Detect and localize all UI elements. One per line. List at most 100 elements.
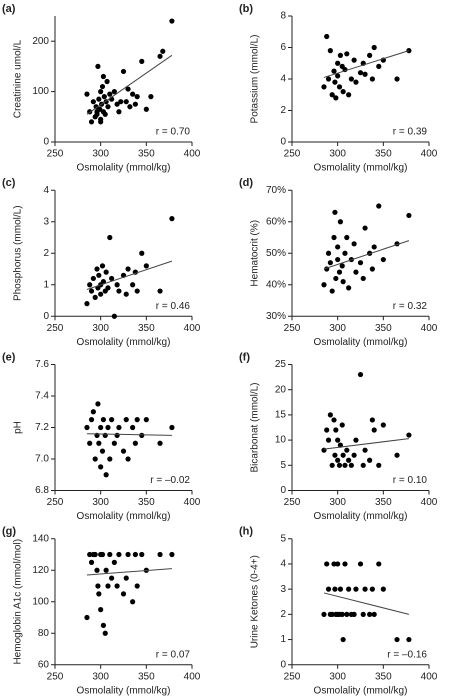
x-tick-label: 350 [375,149,392,160]
point [351,611,357,617]
point [127,104,133,110]
point [360,611,366,617]
point [325,586,332,592]
point [94,567,100,573]
point [327,48,333,54]
point [139,250,145,256]
point [98,607,104,613]
y-tick-label: 5 [280,460,286,471]
point [132,101,138,107]
panel: (h) 0 1 2 3 4 5 250 300 350 400 Osmolality (mmol/kg… [239,526,438,697]
y-tick-label: 4 [43,185,49,196]
x-tick-label: 300 [329,323,346,334]
x-axis-label: Osmolality (mmol/kg) [77,163,171,174]
y-tick-label: 100 [32,596,49,607]
x-tick-label: 400 [184,323,201,334]
point [120,448,127,454]
trend-line [323,438,409,450]
point [351,452,357,458]
point [160,48,166,54]
panel-label: (f) [239,351,250,363]
point [346,586,352,592]
point [344,447,350,453]
point [335,437,341,443]
y-axis-label: Urine Ketones (0-4+) [250,555,261,648]
point [394,452,400,458]
point [337,586,344,592]
point [376,561,382,567]
y-tick-label: 10 [275,435,287,446]
point [394,76,400,82]
x-tick-label: 250 [284,497,301,508]
x-tick-label: 300 [92,149,109,160]
point [380,256,386,263]
point [369,266,375,272]
y-tick-label: 7.0 [35,454,49,465]
point [369,417,375,423]
point [380,422,386,428]
point [169,216,175,222]
annotation: r = –0.02 [150,475,190,486]
point [169,551,175,558]
annotation: r = 0.39 [393,127,428,138]
x-tick-label: 400 [421,671,438,682]
point [340,452,346,458]
point [353,586,359,592]
point [116,109,122,115]
point [344,234,350,241]
point [84,614,90,621]
point [332,79,338,85]
point [132,440,138,446]
y-tick-label: 2 [280,609,286,620]
point [100,279,107,285]
x-axis-label: Osmolality (mmol/kg) [77,685,171,696]
point [360,275,366,282]
point [357,260,364,266]
point [367,457,373,463]
point [371,244,377,250]
point [123,99,129,105]
point [327,412,333,418]
point [380,586,386,592]
point [139,551,145,558]
y-tick-label: 2 [280,105,286,116]
x-tick-label: 350 [375,671,392,682]
x-axis-label: Osmolality (mmol/kg) [77,337,171,348]
annotation: r = 0.70 [156,127,191,138]
point [327,260,333,266]
point [109,275,115,282]
y-tick-label: 6.8 [35,485,49,496]
point [107,91,113,97]
x-tick-label: 400 [184,149,201,160]
panel-label: (c) [2,177,16,189]
y-tick-label: 6 [280,42,286,53]
x-tick-label: 400 [184,671,201,682]
point [134,94,140,100]
panel-label: (b) [239,3,253,15]
point [337,442,344,448]
point [169,424,175,431]
point [406,432,412,438]
point [116,424,122,431]
point [148,94,154,100]
trend-line [323,50,410,78]
point [105,424,111,431]
point [103,567,109,573]
x-axis-label: Osmolality (mmol/kg) [77,511,171,522]
point [157,551,163,558]
point [99,263,106,269]
x-tick-label: 300 [329,671,346,682]
point [335,60,341,66]
annotation: r = –0.16 [387,649,427,660]
point [99,448,106,454]
point [344,51,350,57]
point [157,440,163,446]
point [369,76,375,82]
point [103,269,109,275]
panel: (f) 0 5 10 15 20 25 250 300 350 400 Osmolality (mmo… [239,351,438,522]
point [362,71,368,77]
point [107,456,113,462]
point [351,57,357,63]
y-tick-label: 120 [32,565,49,576]
point [92,294,98,300]
